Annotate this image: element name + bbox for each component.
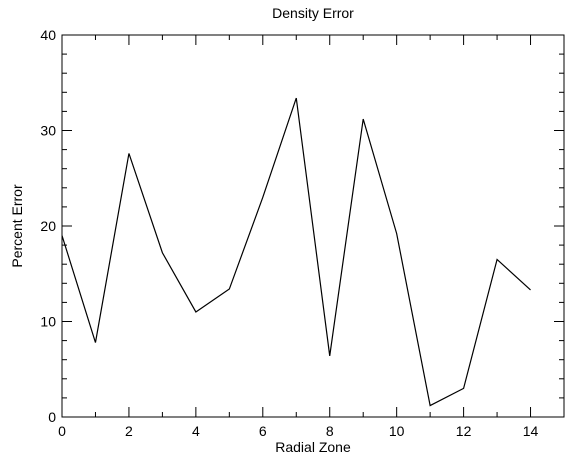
x-tick-label: 8	[326, 423, 334, 439]
y-axis-label: Percent Error	[9, 184, 25, 268]
y-tick-label: 10	[40, 314, 56, 330]
x-tick-label: 14	[523, 423, 539, 439]
y-tick-label: 20	[40, 218, 56, 234]
y-tick-label: 40	[40, 27, 56, 43]
series-line-0	[61, 97, 531, 407]
tick-marks	[61, 34, 564, 418]
x-tick-label: 6	[259, 423, 267, 439]
x-tick-label: 4	[192, 423, 200, 439]
x-tick-label: 12	[456, 423, 472, 439]
x-axis-label: Radial Zone	[275, 439, 351, 455]
x-tick-label: 0	[58, 423, 66, 439]
x-tick-label: 2	[125, 423, 133, 439]
series-layer	[61, 97, 531, 407]
tick-labels: 0 2 4 6 8 10 12 14 0 10 20 30 40	[40, 27, 538, 439]
y-tick-label: 0	[48, 409, 56, 425]
chart-title: Density Error	[272, 5, 354, 21]
y-tick-label: 30	[40, 123, 56, 139]
x-tick-label: 10	[389, 423, 405, 439]
